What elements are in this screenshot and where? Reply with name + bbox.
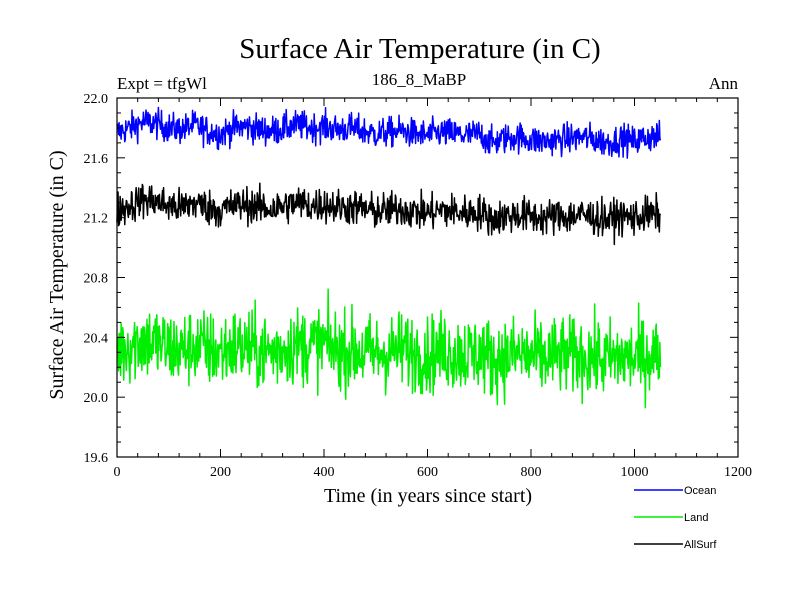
legend-label-land: Land — [684, 512, 708, 524]
legend: Ocean Land AllSurf — [634, 485, 717, 551]
x-tick-label: 1000 — [621, 465, 649, 480]
x-tick-label: 600 — [417, 465, 438, 480]
y-tick-label: 22.0 — [84, 92, 109, 107]
legend-label-ocean: Ocean — [684, 485, 716, 497]
y-axis-label: Surface Air Temperature (in C) — [46, 150, 68, 399]
experiment-label: Expt = tfgWl — [117, 74, 207, 93]
chart-title: Surface Air Temperature (in C) — [239, 33, 600, 65]
y-tick-label: 21.6 — [84, 152, 109, 167]
series-line-land — [116, 288, 662, 409]
run-label: 186_8_MaBP — [372, 70, 466, 89]
axes-layer: 0 200 400 600 800 1000 1200 19.6 20.0 20.4 20.8 21.… — [84, 92, 753, 480]
x-tick-label: 400 — [314, 465, 335, 480]
series-line-ocean — [116, 106, 662, 159]
x-tick-label: 800 — [521, 465, 542, 480]
x-axis-label: Time (in years since start) — [324, 485, 532, 507]
season-label: Ann — [709, 74, 739, 93]
series-line-allsurf — [116, 182, 662, 246]
y-tick-label: 21.2 — [84, 212, 109, 227]
y-tick-label: 20.0 — [84, 391, 109, 406]
x-tick-label: 200 — [210, 465, 231, 480]
x-tick-label: 1200 — [724, 465, 752, 480]
y-tick-label: 20.8 — [84, 272, 109, 287]
legend-label-allsurf: AllSurf — [684, 539, 717, 551]
series-layer — [116, 106, 662, 409]
y-tick-label: 20.4 — [84, 331, 109, 346]
x-tick-label: 0 — [114, 465, 121, 480]
y-tick-label: 19.6 — [84, 451, 109, 466]
